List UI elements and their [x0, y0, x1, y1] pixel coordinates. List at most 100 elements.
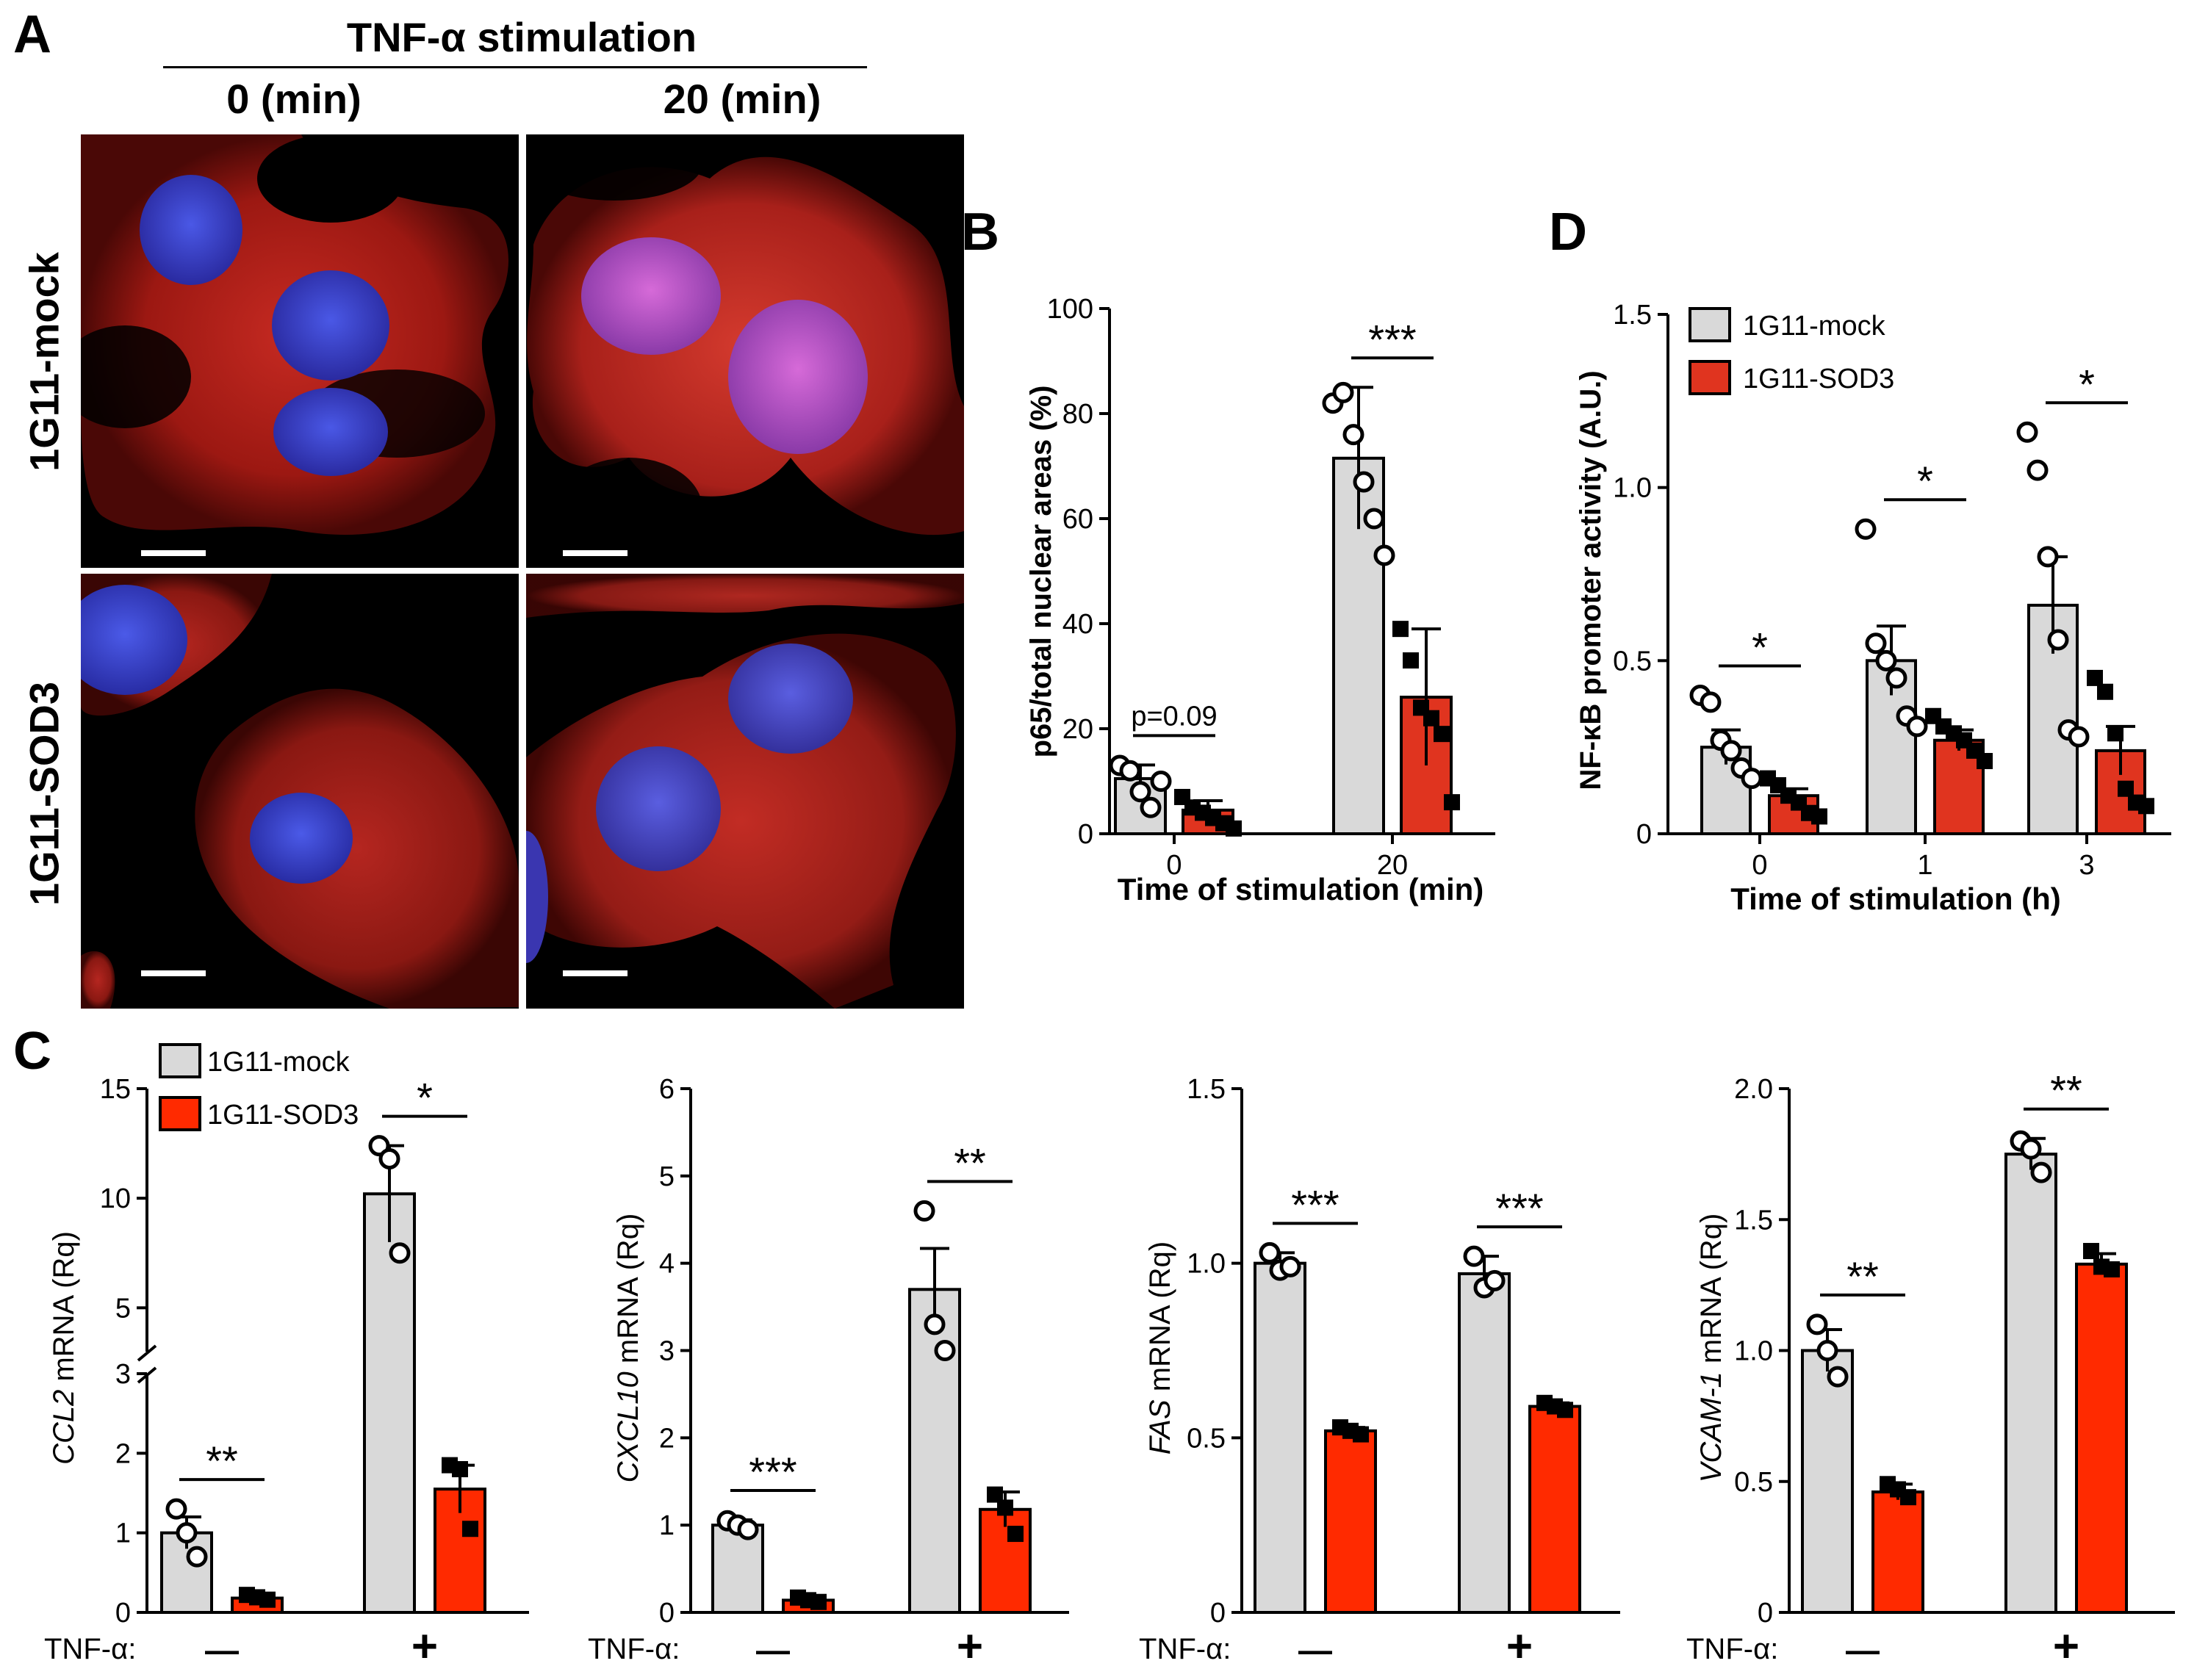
x-prefix-label: TNF-α: — [44, 1633, 136, 1665]
data-point-mock — [1129, 781, 1151, 803]
data-point-sod3 — [987, 1486, 1003, 1503]
data-point-mock — [1279, 1255, 1301, 1277]
x-tick-label: — — [205, 1631, 239, 1669]
data-point-mock — [186, 1546, 208, 1568]
y-tick-label: 2 — [659, 1423, 675, 1454]
y-tick-label: 4 — [659, 1249, 675, 1280]
data-point-sod3 — [462, 1521, 478, 1537]
data-point-mock — [2027, 459, 2049, 481]
data-point-mock — [378, 1147, 400, 1169]
y-axis-label-gene: CCL2 — [48, 1390, 80, 1465]
data-point-sod3 — [1900, 1489, 1916, 1506]
significance-label: * — [2079, 361, 2095, 407]
chart-d: 0 0.5 1.0 1.5 0 1 3 * * * NF-κB promoter activity … — [1549, 203, 2171, 916]
y-axis-label: CCL2 mRNA (Rq) — [48, 1231, 80, 1465]
data-point-mock — [1906, 715, 1928, 738]
x-axis-label: Time of stimulation (min) — [1118, 872, 1484, 906]
data-point-sod3 — [1434, 726, 1450, 743]
data-point-mock — [1332, 381, 1354, 403]
bar-sod3 — [2075, 1262, 2128, 1614]
data-point-sod3 — [1392, 621, 1409, 638]
data-point-mock — [913, 1200, 935, 1222]
y-tick-label: 1.5 — [1613, 300, 1652, 331]
significance-label: * — [417, 1075, 433, 1121]
data-point-mock — [1373, 544, 1395, 566]
nucleus — [596, 746, 721, 871]
x-tick-label: 3 — [2079, 850, 2094, 881]
data-point-sod3 — [1977, 753, 1993, 770]
legend-swatch-mock — [159, 1043, 201, 1078]
significance-label: *** — [1291, 1181, 1339, 1227]
y-tick-label: 6 — [659, 1074, 675, 1105]
data-point-mock — [1119, 760, 1141, 782]
panel-a-letter: A — [13, 5, 51, 64]
y-axis-label: p65/total nuclear areas (%) — [1025, 386, 1057, 758]
x-tick-label: + — [411, 1621, 438, 1672]
y-tick-label: 1 — [115, 1518, 131, 1549]
panel-letter: D — [1549, 203, 1587, 262]
nucleus — [140, 175, 242, 285]
data-point-mock — [1140, 796, 1162, 818]
panel-letter: C — [13, 1022, 51, 1081]
x-tick-label: — — [1846, 1631, 1880, 1669]
x-tick-label: — — [756, 1631, 790, 1669]
data-point-mock — [1806, 1313, 1828, 1335]
data-point-sod3 — [1557, 1402, 1573, 1418]
data-point-mock — [1827, 1366, 1849, 1388]
data-point-mock — [924, 1313, 946, 1335]
y-axis-label: CXCL10 mRNA (Rq) — [612, 1214, 644, 1483]
x-tick-label: 20 — [1377, 850, 1408, 881]
y-axis-label: VCAM-1 mRNA (Rq) — [1695, 1214, 1727, 1483]
bar-mock — [1254, 1261, 1306, 1614]
significance-label: *** — [1495, 1185, 1543, 1231]
y-tick-label: 0.5 — [1613, 646, 1652, 677]
y-tick-label: 20 — [1062, 714, 1093, 745]
data-point-mock — [165, 1498, 187, 1520]
legend-swatch-mock — [1689, 307, 1731, 342]
data-point-sod3 — [1444, 794, 1460, 811]
y-tick-label: 5 — [115, 1293, 131, 1324]
nucleus — [81, 585, 187, 695]
data-point-sod3 — [2087, 669, 2103, 686]
y-tick-label: 15 — [100, 1074, 131, 1105]
y-axis-label-gene: CXCL10 — [612, 1371, 644, 1482]
legend-label-sod3: 1G11-SOD3 — [1743, 364, 1894, 394]
data-point-mock — [1150, 771, 1172, 792]
nucleus — [728, 300, 868, 454]
y-axis-label: NF-κB promoter activity (A.U.) — [1575, 370, 1607, 790]
x-prefix-label: TNF-α: — [1686, 1633, 1778, 1665]
data-point-sod3 — [452, 1461, 468, 1477]
y-tick-label: 1.5 — [1187, 1074, 1226, 1105]
data-point-sod3 — [810, 1593, 827, 1610]
data-point-sod3 — [1403, 652, 1419, 669]
x-tick-label: 0 — [1166, 850, 1182, 881]
stim-header: TNF-α stimulation — [346, 14, 697, 60]
data-point-sod3 — [2083, 1243, 2099, 1260]
data-point-mock — [2047, 629, 2069, 651]
data-point-mock — [1700, 691, 1722, 713]
y-tick-label: 0 — [1636, 819, 1652, 850]
y-tick-label: 10 — [100, 1183, 131, 1214]
bar-sod3 — [1528, 1405, 1581, 1614]
data-point-sod3 — [1226, 820, 1242, 837]
y-tick-label: 1 — [659, 1510, 675, 1541]
data-point-sod3 — [259, 1591, 276, 1608]
x-tick-label: 1 — [1917, 850, 1932, 881]
bar-mock — [363, 1192, 416, 1614]
micrograph-mock-0min — [81, 134, 519, 568]
data-point-sod3 — [1811, 808, 1827, 825]
x-tick-label: — — [1298, 1631, 1332, 1669]
y-tick-label: 0 — [659, 1598, 675, 1629]
scale-bar — [563, 970, 627, 976]
data-point-mock — [1463, 1245, 1485, 1267]
significance-label: * — [1917, 458, 1933, 504]
bar-mock — [908, 1288, 961, 1614]
data-point-mock — [737, 1518, 759, 1540]
y-tick-label: 0 — [1210, 1598, 1226, 1629]
y-axis-label-unit: mRNA (Rq) — [48, 1231, 80, 1390]
data-point-sod3 — [2107, 725, 2124, 742]
data-point-mock — [1720, 740, 1742, 762]
y-axis-label-gene: VCAM-1 — [1695, 1371, 1727, 1482]
significance-label: ** — [1846, 1253, 1879, 1299]
x-tick-label: + — [1506, 1621, 1533, 1672]
